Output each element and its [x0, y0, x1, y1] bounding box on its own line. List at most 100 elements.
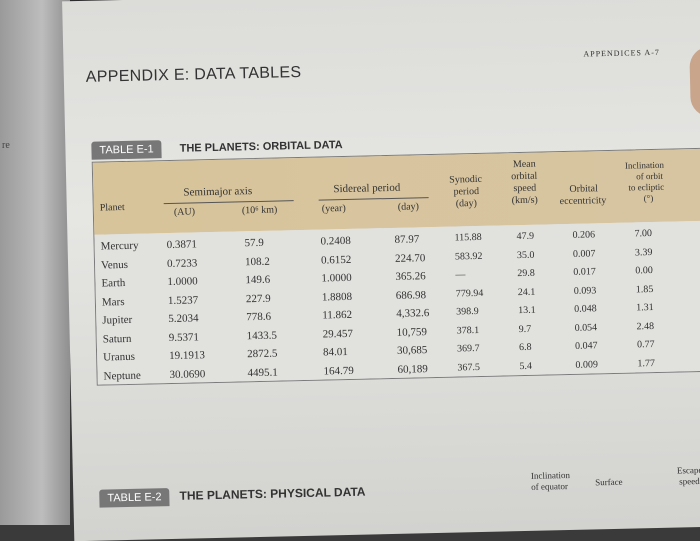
cell-ecc: 0.009	[575, 358, 599, 371]
header-rule-semimajor	[163, 200, 294, 205]
cell-km: 149.6	[245, 273, 271, 287]
header-rule-sidereal	[318, 197, 429, 201]
cell-ecc: 0.017	[573, 266, 596, 278]
cell-au: 30.0690	[169, 367, 206, 381]
table-e2-inclination-2: of equator	[531, 481, 569, 492]
cell-speed: 9.7	[518, 323, 532, 335]
cell-km: 57.9	[244, 236, 265, 250]
cell-incl: 1.85	[635, 283, 654, 295]
cell-speed: 6.8	[518, 341, 532, 354]
header-incl-4: (°)	[643, 193, 654, 204]
cell-km: 778.6	[246, 310, 272, 324]
cell-day: 224.70	[394, 251, 426, 265]
cell-km: 227.9	[245, 292, 271, 305]
cell-year: 29.457	[322, 327, 354, 341]
cell-planet: Saturn	[102, 332, 132, 346]
cell-km: 4495.1	[247, 366, 278, 379]
cell-day: 10,759	[396, 325, 428, 339]
cell-incl: 1.77	[637, 357, 656, 369]
cell-incl: 3.39	[634, 246, 653, 258]
cell-synodic: 367.5	[457, 361, 481, 373]
cell-planet: Mars	[101, 295, 125, 309]
table-e1-header: Planet Semimajor axis (AU) (10⁶ km) Side…	[92, 148, 700, 235]
header-day: (day)	[397, 201, 420, 213]
cell-synodic: 398.9	[456, 306, 479, 318]
table-e2-surface: Surface	[595, 476, 623, 488]
cell-year: 0.6152	[320, 253, 352, 267]
header-speed-3: speed	[513, 182, 537, 195]
cell-day: 87.97	[394, 233, 420, 246]
table-e1-body: Mercury 0.3871 57.9 0.2408 87.97 115.88 47.9 0.…	[94, 220, 700, 385]
cell-synodic: —	[455, 269, 466, 281]
cell-au: 0.7233	[166, 256, 198, 270]
cell-speed: 29.8	[517, 267, 535, 280]
cell-speed: 13.1	[518, 304, 536, 317]
cell-synodic: 583.92	[454, 250, 483, 263]
cell-day: 4,332.6	[396, 307, 430, 320]
thumb	[689, 46, 700, 118]
table-e2-label: TABLE E-2	[99, 488, 170, 508]
table-e2-title: THE PLANETS: PHYSICAL DATA	[179, 484, 366, 503]
header-synodic-2: period	[453, 185, 480, 198]
left-page-edge: re	[0, 0, 70, 525]
cell-ecc: 0.048	[574, 303, 597, 315]
header-year: (year)	[321, 202, 346, 215]
cell-planet: Neptune	[103, 369, 141, 383]
cell-planet: Jupiter	[102, 313, 133, 327]
header-km: (10⁶ km)	[241, 204, 278, 217]
cell-ecc: 0.007	[572, 247, 596, 260]
cell-year: 84.01	[322, 345, 348, 359]
cell-speed: 47.9	[516, 230, 535, 243]
cell-au: 1.5237	[167, 293, 199, 307]
cell-incl: 1.31	[636, 302, 654, 314]
cell-km: 1433.5	[246, 329, 278, 342]
table-e1-frame: Planet Semimajor axis (AU) (10⁶ km) Side…	[91, 147, 700, 386]
cell-year: 164.79	[323, 364, 354, 378]
cell-km: 108.2	[244, 255, 270, 268]
cell-synodic: 779.94	[455, 287, 484, 300]
cell-incl: 0.00	[635, 265, 653, 277]
table-e2-escape-1: Escape	[676, 464, 700, 476]
cell-day: 30,685	[396, 344, 428, 357]
header-speed-1: Mean	[512, 158, 536, 171]
header-incl-2: of orbit	[636, 170, 664, 182]
header-ecc-2: eccentricity	[559, 195, 607, 208]
cell-synodic: 369.7	[456, 342, 480, 355]
header-incl-1: Inclination	[624, 159, 665, 171]
table-e2-inclination-1: Inclination	[530, 469, 571, 481]
header-ecc-1: Orbital	[569, 183, 598, 195]
cell-speed: 24.1	[517, 286, 536, 298]
header-speed-2: orbital	[511, 170, 538, 183]
table-e1-label: TABLE E-1	[91, 140, 162, 160]
cell-ecc: 0.047	[574, 340, 598, 352]
cell-year: 0.2408	[320, 234, 351, 248]
header-synodic-1: Synodic	[449, 173, 483, 186]
cell-day: 60,189	[397, 362, 428, 376]
cell-synodic: 378.1	[456, 324, 480, 337]
header-semimajor: Semimajor axis	[183, 185, 253, 199]
header-au: (AU)	[173, 206, 196, 218]
cell-day: 365.26	[395, 270, 426, 283]
cell-planet: Earth	[101, 277, 126, 290]
cell-year: 11.862	[322, 308, 353, 322]
cell-planet: Venus	[100, 258, 129, 272]
book-page: APPENDIX E: DATA TABLES APPENDICES A-7 T…	[62, 0, 700, 541]
cell-km: 2872.5	[247, 347, 278, 361]
header-sidereal: Sidereal period	[333, 181, 401, 196]
cell-speed: 35.0	[516, 249, 535, 261]
cell-speed: 5.4	[519, 360, 533, 372]
cell-ecc: 0.054	[574, 321, 598, 334]
cell-ecc: 0.206	[572, 229, 596, 241]
cell-incl: 0.77	[636, 339, 655, 351]
table-e2-escape-2: speed	[679, 476, 700, 487]
cell-au: 5.2034	[168, 312, 199, 326]
cell-year: 1.0000	[321, 271, 352, 285]
header-planet: Planet	[99, 202, 125, 214]
table-e2: TABLE E-2 THE PLANETS: PHYSICAL DATA Inc…	[99, 465, 700, 508]
cell-year: 1.8808	[321, 290, 353, 304]
cell-au: 0.3871	[166, 238, 198, 252]
page-title: APPENDIX E: DATA TABLES	[85, 63, 302, 86]
cell-planet: Mercury	[100, 239, 139, 253]
table-e1-title: THE PLANETS: ORBITAL DATA	[179, 139, 343, 155]
cell-au: 1.0000	[167, 275, 198, 289]
